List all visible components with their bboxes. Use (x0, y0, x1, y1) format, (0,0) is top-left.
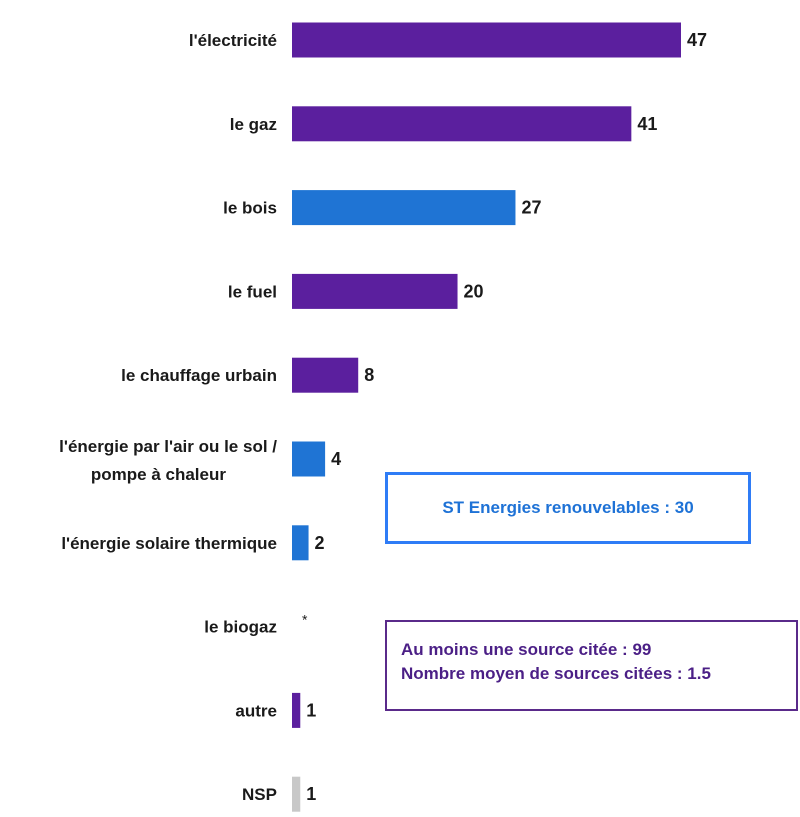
summary-box: Au moins une source citée : 99 Nombre mo… (385, 620, 798, 711)
bar-le-fuel (292, 273, 458, 309)
category-label-l-energie-par-l-air-ou-le-sol-pompe-a-chaleur: l'énergie par l'air ou le sol / pompe à c… (59, 437, 277, 484)
category-label-le-bois: le bois (223, 199, 277, 218)
summary-line-average-sources: Nombre moyen de sources citées : 1.5 (401, 664, 711, 683)
value-label-le-gaz: 41 (637, 114, 657, 134)
value-label-le-fuel: 20 (464, 281, 484, 301)
renewables-total-text: ST Energies renouvelables : 30 (442, 498, 694, 517)
value-label-autre: 1 (306, 700, 316, 720)
category-label-le-chauffage-urbain: le chauffage urbain (121, 366, 277, 385)
value-label-le-biogaz: * (302, 612, 308, 628)
value-label-le-bois: 27 (521, 198, 541, 218)
category-label-nsp: NSP (242, 785, 277, 804)
category-label-l-electricite: l'électricité (189, 31, 277, 50)
category-label-le-gaz: le gaz (230, 115, 277, 134)
bar-autre (292, 692, 301, 728)
value-label-l-energie-par-l-air-ou-le-sol-pompe-a-chaleur: 4 (331, 449, 341, 469)
category-label-autre: autre (235, 701, 277, 720)
value-label-le-chauffage-urbain: 8 (364, 365, 374, 385)
bar-le-gaz (292, 106, 632, 142)
bar-l-energie-par-l-air-ou-le-sol-pompe-a-chaleur (292, 441, 326, 477)
bar-l-electricite (292, 22, 681, 58)
bar-le-chauffage-urbain (292, 357, 359, 393)
summary-line-sources-cited: Au moins une source citée : 99 (401, 640, 652, 659)
value-label-l-electricite: 47 (687, 30, 707, 50)
category-label-l-energie-solaire-thermique: l'énergie solaire thermique (61, 534, 277, 553)
value-label-nsp: 1 (306, 784, 316, 804)
category-label-le-fuel: le fuel (228, 282, 277, 301)
bar-nsp (292, 776, 301, 812)
bar-le-bois (292, 190, 516, 226)
renewables-total-box: ST Energies renouvelables : 30 (385, 472, 751, 544)
value-label-l-energie-solaire-thermique: 2 (315, 533, 325, 553)
bar-l-energie-solaire-thermique (292, 525, 309, 561)
category-label-le-biogaz: le biogaz (204, 618, 277, 637)
